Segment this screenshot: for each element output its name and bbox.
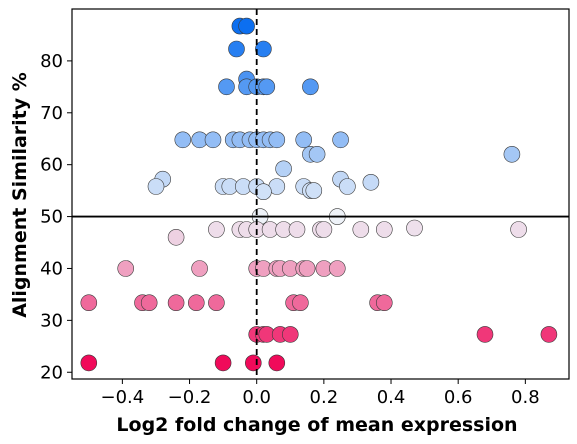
- data-point: [281, 326, 299, 343]
- data-point: [140, 294, 158, 312]
- y-axis-title: Alignment Similarity %: [9, 72, 31, 318]
- data-point: [362, 174, 380, 191]
- data-point: [245, 354, 262, 372]
- data-point: [275, 160, 292, 178]
- data-point: [352, 221, 370, 238]
- x-tick-label: 0.4: [377, 387, 406, 408]
- data-point: [315, 221, 333, 238]
- data-point: [298, 260, 316, 277]
- y-tick-label: 40: [40, 258, 63, 279]
- data-point: [204, 131, 222, 149]
- x-tick-label: 0.6: [444, 387, 473, 408]
- data-point: [268, 354, 286, 372]
- data-point: [406, 219, 423, 237]
- data-point: [167, 294, 185, 312]
- data-point: [228, 40, 245, 58]
- y-tick-label: 60: [40, 155, 63, 176]
- data-point: [375, 221, 393, 238]
- data-point: [503, 146, 521, 163]
- data-point: [218, 78, 235, 96]
- data-point: [332, 131, 349, 149]
- data-point: [80, 354, 98, 372]
- data-point: [288, 221, 306, 238]
- x-axis: −0.4 −0.2 0.0 0.2 0.4 0.6 0.8: [101, 379, 540, 408]
- data-point: [147, 178, 165, 195]
- data-point: [214, 354, 232, 372]
- data-point: [188, 294, 205, 312]
- y-tick-label: 50: [40, 207, 63, 228]
- data-point: [308, 146, 326, 163]
- x-tick-label: −0.2: [168, 387, 212, 408]
- data-point: [302, 78, 319, 96]
- points-layer: [80, 17, 558, 372]
- data-point: [208, 221, 225, 238]
- y-axis: 20 30 40 50 60 70 80: [40, 51, 72, 383]
- data-point: [540, 326, 558, 343]
- data-point: [255, 40, 272, 58]
- y-tick-label: 70: [40, 103, 63, 124]
- data-point: [476, 326, 494, 343]
- y-tick-label: 80: [40, 51, 63, 72]
- x-axis-title: Log2 fold change of mean expression: [116, 414, 517, 436]
- data-point: [238, 17, 255, 35]
- data-point: [174, 131, 192, 149]
- data-point: [117, 260, 134, 277]
- data-point: [328, 260, 346, 277]
- x-tick-label: 0.2: [310, 387, 339, 408]
- data-point: [295, 131, 313, 149]
- data-point: [167, 229, 185, 246]
- data-point: [339, 178, 356, 195]
- data-point: [305, 182, 323, 199]
- x-tick-label: −0.4: [101, 387, 145, 408]
- data-point: [258, 78, 276, 96]
- reference-lines: [72, 9, 569, 379]
- data-point: [292, 294, 309, 312]
- plot-frame: [71, 8, 570, 380]
- y-tick-label: 30: [40, 310, 63, 331]
- data-point: [208, 294, 225, 312]
- data-point: [268, 131, 286, 149]
- data-point: [191, 260, 208, 277]
- x-tick-label: 0.0: [242, 387, 271, 408]
- data-point: [510, 221, 527, 238]
- y-tick-label: 20: [40, 362, 63, 383]
- data-point: [255, 183, 272, 200]
- x-tick-label: 0.8: [511, 387, 540, 408]
- data-point: [375, 294, 393, 312]
- data-point: [80, 294, 98, 312]
